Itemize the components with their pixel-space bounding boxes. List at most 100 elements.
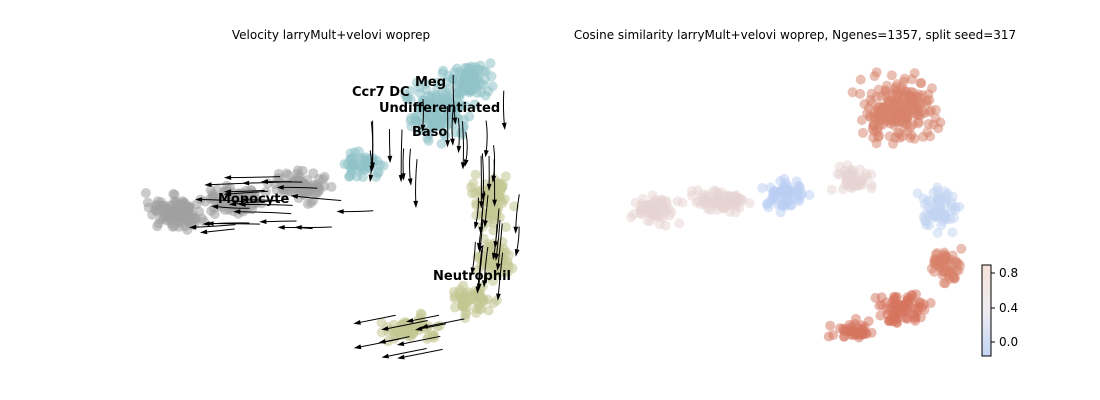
velocity-title: Velocity larryMult+velovi woprep xyxy=(232,28,430,42)
cell-point xyxy=(894,132,905,143)
cell-point xyxy=(909,133,920,144)
streamline xyxy=(516,226,520,253)
cell-point xyxy=(730,207,741,218)
streamline-arrow xyxy=(501,122,507,130)
streamline-arrow xyxy=(387,155,393,164)
cell-point xyxy=(414,102,425,113)
cell-point xyxy=(483,305,494,316)
cell-point xyxy=(326,181,337,192)
cell-point xyxy=(887,312,898,323)
cell-point xyxy=(666,207,677,218)
cell-point xyxy=(904,95,915,106)
cell-point xyxy=(873,132,884,143)
velocity-panel: Velocity larryMult+velovi woprep Monocyt… xyxy=(140,28,520,360)
streamline-arrow xyxy=(353,344,362,350)
streamline xyxy=(193,224,236,228)
streamline xyxy=(452,74,456,121)
cell-point xyxy=(301,187,312,198)
cell-point xyxy=(344,171,355,182)
cell-point xyxy=(647,190,658,201)
streamline-arrow xyxy=(241,180,250,186)
cell-point xyxy=(845,165,856,176)
cell-point xyxy=(919,108,930,119)
cell-point xyxy=(884,131,895,142)
streamline xyxy=(409,148,412,182)
streamline-arrow xyxy=(223,175,232,180)
streamline-arrow xyxy=(492,199,497,207)
cluster-label-undifferentiated: Undifferentiated xyxy=(379,101,500,116)
cell-point xyxy=(484,241,495,252)
streamline-arrow xyxy=(400,173,406,181)
cell-point xyxy=(376,317,387,328)
cell-point xyxy=(492,295,502,306)
cell-point xyxy=(838,184,848,195)
cell-point xyxy=(925,131,936,142)
cell-point xyxy=(722,190,733,201)
cell-point xyxy=(306,197,316,208)
colorbar-tick-label: 0.0 xyxy=(999,335,1018,349)
cell-point xyxy=(931,249,941,260)
colorbar-tick-label: 0.4 xyxy=(999,301,1018,315)
streamline-arrow xyxy=(456,145,462,154)
streamline-arrow xyxy=(413,200,419,209)
cell-point xyxy=(674,218,685,229)
cell-point xyxy=(899,312,910,323)
cell-point xyxy=(457,301,468,312)
streamline-arrow xyxy=(493,241,499,249)
cell-point xyxy=(889,304,900,315)
cell-point xyxy=(433,115,444,126)
streamline-arrow xyxy=(241,197,249,203)
cell-point xyxy=(502,267,513,278)
cell-point xyxy=(862,108,873,119)
cluster-labels: Monocyte Ccr7 DC Meg Undifferentiated Ba… xyxy=(218,75,511,284)
cell-point xyxy=(470,188,481,199)
cell-point xyxy=(895,110,906,121)
cell-point xyxy=(928,187,939,198)
cell-point xyxy=(839,331,850,342)
cell-point xyxy=(947,227,958,238)
cell-point xyxy=(847,87,858,98)
streamline-arrow xyxy=(210,204,219,210)
cell-point xyxy=(485,58,496,69)
cell-point xyxy=(470,62,481,72)
cell-point xyxy=(757,183,768,193)
streamline xyxy=(242,204,293,206)
streamline-arrow xyxy=(406,318,414,323)
cell-point xyxy=(415,308,426,319)
streamline xyxy=(401,348,443,359)
cell-point xyxy=(929,205,940,216)
cell-point xyxy=(765,195,776,206)
cell-point xyxy=(347,152,357,163)
cell-point xyxy=(484,258,495,268)
streamline xyxy=(402,148,405,177)
cell-point xyxy=(411,77,422,88)
cell-point xyxy=(924,95,935,105)
cell-point xyxy=(293,185,304,196)
streamline-arrow xyxy=(277,225,285,230)
cell-point xyxy=(495,178,505,189)
streamline-arrow xyxy=(407,178,413,186)
streamline-arrow xyxy=(450,138,455,146)
velocity-streamlines xyxy=(189,74,520,360)
cell-point xyxy=(915,78,926,89)
streamline-arrow xyxy=(368,174,374,183)
streamline xyxy=(497,223,503,267)
cell-point xyxy=(643,202,654,213)
streamline-arrow xyxy=(259,219,267,224)
cell-point xyxy=(945,259,956,270)
cell-point xyxy=(642,215,653,226)
streamline-arrow xyxy=(223,191,232,197)
cell-point xyxy=(353,146,364,157)
cell-point xyxy=(804,190,815,200)
cell-point xyxy=(888,138,899,149)
cell-point xyxy=(423,331,434,342)
cell-point xyxy=(474,294,485,304)
cell-point xyxy=(509,201,520,212)
cell-point xyxy=(923,119,934,129)
streamline-arrow xyxy=(491,175,497,183)
cell-point xyxy=(693,196,704,207)
cell-point xyxy=(452,86,463,97)
streamline xyxy=(502,90,505,127)
cell-point xyxy=(721,200,732,211)
cell-point xyxy=(456,292,467,303)
